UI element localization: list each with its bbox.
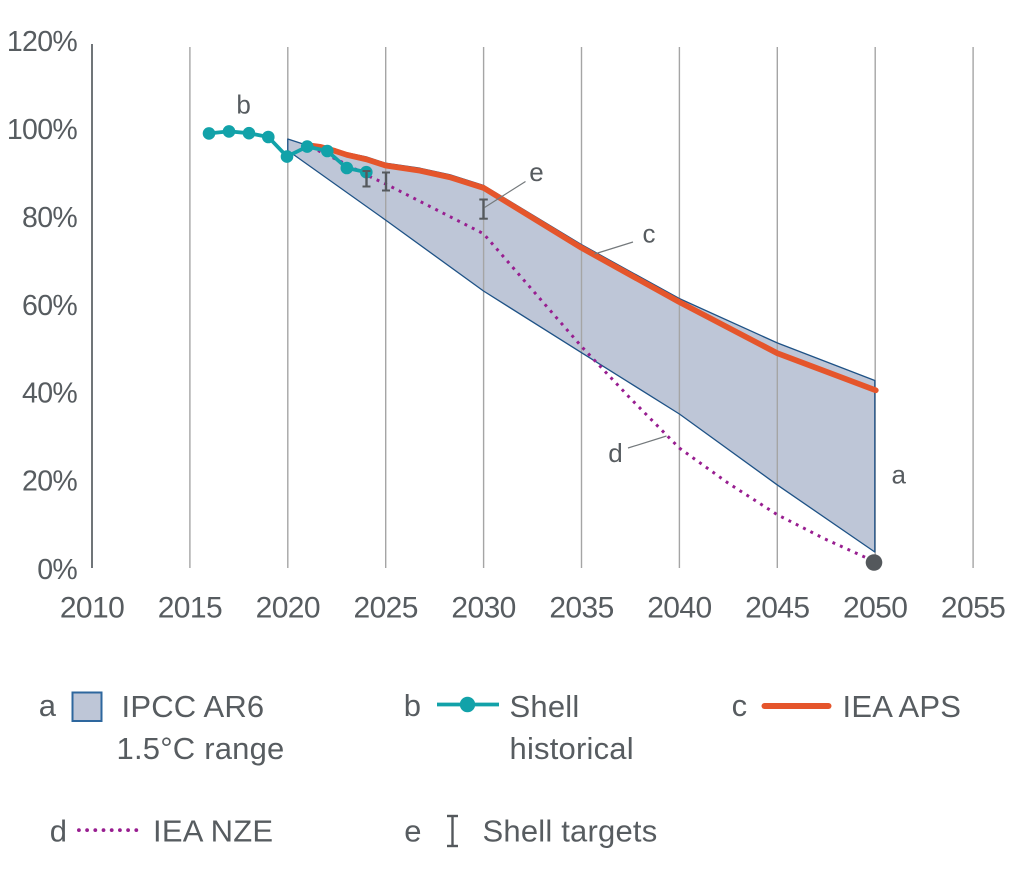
svg-text:80%: 80% xyxy=(22,202,77,234)
svg-text:2050: 2050 xyxy=(843,591,907,624)
svg-text:a: a xyxy=(891,460,906,490)
svg-text:c: c xyxy=(643,219,656,249)
svg-text:d: d xyxy=(50,814,67,849)
svg-text:IEA APS: IEA APS xyxy=(843,689,962,724)
svg-text:2045: 2045 xyxy=(745,591,809,624)
svg-text:b: b xyxy=(236,90,250,120)
svg-text:1.5°C range: 1.5°C range xyxy=(117,731,285,766)
svg-text:IEA NZE: IEA NZE xyxy=(153,813,273,848)
svg-text:d: d xyxy=(608,438,622,468)
svg-text:40%: 40% xyxy=(22,378,77,410)
svg-text:e: e xyxy=(404,814,421,849)
svg-text:Shell targets: Shell targets xyxy=(483,813,658,848)
svg-text:120%: 120% xyxy=(7,26,77,58)
svg-text:20%: 20% xyxy=(22,466,77,498)
svg-text:100%: 100% xyxy=(7,114,77,146)
svg-text:2025: 2025 xyxy=(354,591,418,624)
svg-text:2035: 2035 xyxy=(549,591,613,624)
svg-text:historical: historical xyxy=(510,731,634,766)
svg-text:a: a xyxy=(39,688,57,723)
svg-text:IPCC AR6: IPCC AR6 xyxy=(122,689,265,724)
svg-text:2010: 2010 xyxy=(60,591,124,624)
svg-text:0%: 0% xyxy=(37,554,77,586)
svg-text:60%: 60% xyxy=(22,290,77,322)
svg-text:2030: 2030 xyxy=(451,591,515,624)
svg-text:2055: 2055 xyxy=(941,591,1005,624)
svg-text:2015: 2015 xyxy=(158,591,222,624)
svg-text:Shell: Shell xyxy=(510,689,580,724)
svg-text:2040: 2040 xyxy=(647,591,711,624)
svg-text:b: b xyxy=(404,688,421,723)
svg-text:e: e xyxy=(529,157,543,187)
svg-text:2020: 2020 xyxy=(256,591,320,624)
svg-text:c: c xyxy=(732,688,748,723)
